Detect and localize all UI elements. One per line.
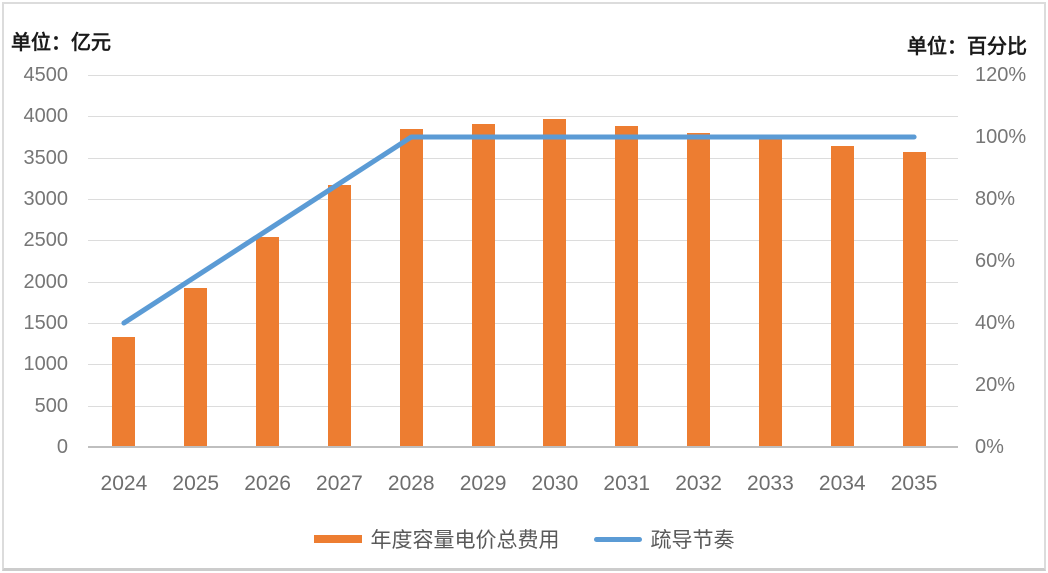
gridline (88, 446, 958, 448)
trend-line (121, 134, 917, 326)
bar-2030 (543, 119, 567, 446)
bar-2029 (471, 123, 495, 446)
gridline (88, 281, 958, 283)
y-axis-label-right: 20% (975, 374, 1016, 396)
y-axis-label-left: 2500 (23, 229, 69, 252)
x-axis-label: 2032 (675, 472, 722, 495)
trend-line-layer (121, 134, 917, 326)
x-axis-label: 2035 (890, 472, 938, 495)
x-axis-label: 2028 (387, 472, 435, 495)
y-axis-label-left: 1500 (23, 312, 69, 334)
legend-label: 年度容量电价总费用 (370, 529, 560, 552)
x-axis-label: 2034 (818, 472, 866, 495)
x-axis-label: 2031 (603, 472, 651, 495)
y-axis-label-left: 1000 (23, 353, 69, 376)
y-axis-label-right: 0% (975, 436, 1004, 458)
y-axis-label-left: 0 (56, 436, 68, 458)
y-axis-label-left: 2000 (23, 270, 69, 293)
gridline (88, 323, 958, 324)
y-axis-label-right: 100% (975, 126, 1027, 148)
bar-2034 (830, 145, 854, 446)
plot-area (88, 75, 958, 448)
y-axis-label-right: 120% (975, 64, 1027, 86)
bar-2025 (184, 288, 208, 446)
x-axis-label: 2024 (100, 472, 148, 495)
bar-2028 (399, 128, 423, 446)
legend-item: 年度容量电价总费用 (313, 524, 560, 554)
legend-label: 疏导节奏 (650, 529, 735, 552)
x-axis-label: 2029 (459, 472, 507, 495)
x-axis-label: 2033 (747, 472, 794, 495)
bar-2032 (687, 132, 711, 446)
legend-item: 疏导节奏 (593, 524, 735, 554)
gridline (88, 405, 958, 407)
y-axis-label-left: 4000 (23, 105, 69, 128)
bar-2031 (615, 126, 639, 446)
x-axis-label: 2030 (531, 472, 579, 495)
gridline (88, 199, 958, 200)
right-axis-unit-title: 单位：百分比 (907, 36, 1027, 58)
y-axis-label-left: 3000 (23, 188, 69, 210)
gridline (88, 116, 958, 118)
gridline (88, 240, 958, 242)
x-axis-label: 2026 (244, 472, 291, 495)
bar-2027 (327, 184, 351, 446)
gridline (88, 75, 958, 76)
bar-2035 (902, 151, 926, 446)
bar-2033 (758, 137, 782, 446)
legend-bar-swatch (313, 535, 362, 543)
bar-2024 (112, 336, 136, 446)
bar-2026 (256, 236, 280, 446)
y-axis-label-left: 4500 (23, 64, 69, 86)
gridline (88, 157, 958, 159)
y-axis-label-right: 80% (975, 188, 1016, 210)
legend-line-swatch (593, 536, 642, 542)
y-axis-label-left: 3500 (23, 146, 69, 169)
y-axis-label-right: 40% (975, 312, 1016, 334)
gridline (88, 364, 958, 366)
x-axis-label: 2027 (316, 472, 363, 495)
y-axis-label-left: 500 (34, 394, 68, 417)
chart-legend: 年度容量电价总费用 疏导节奏 (0, 524, 1048, 554)
y-axis-label-right: 60% (975, 250, 1016, 272)
left-axis-unit-title: 单位：亿元 (11, 32, 111, 54)
x-axis-label: 2025 (172, 472, 220, 495)
